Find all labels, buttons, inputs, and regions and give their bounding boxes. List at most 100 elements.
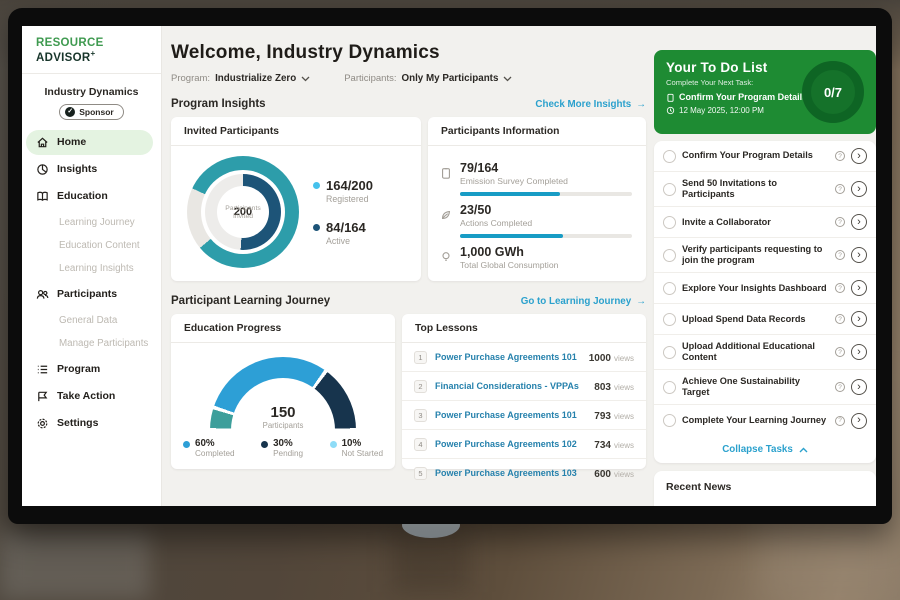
help-icon[interactable]: ? <box>835 314 845 325</box>
legend-pending: 30% Pending <box>261 438 303 458</box>
sidebar-item-manage-participants[interactable]: Manage Participants <box>59 337 149 349</box>
task-row[interactable]: Complete Your Learning Journey ? › <box>654 405 876 436</box>
sidebar-item-education-content[interactable]: Education Content <box>59 239 140 251</box>
help-icon[interactable]: ? <box>835 415 845 426</box>
help-icon[interactable]: ? <box>835 382 845 393</box>
chevron-right-icon[interactable]: › <box>851 311 867 328</box>
sidebar-item-education[interactable]: Education <box>22 184 153 209</box>
card-title: Invited Participants <box>171 117 421 146</box>
lesson-row: 5 Power Purchase Agreements 103 600 views <box>402 459 646 487</box>
program-value: Industrialize Zero <box>215 73 297 84</box>
lesson-link[interactable]: Power Purchase Agreements 103 <box>435 468 577 478</box>
sidebar-item-home[interactable]: Home <box>26 129 153 155</box>
task-row[interactable]: Invite a Collaborator ? › <box>654 207 876 239</box>
take-action-icon <box>38 391 48 401</box>
sidebar-item-participants[interactable]: Participants <box>22 282 153 307</box>
sidebar-item-learning-journey[interactable]: Learning Journey <box>59 216 135 228</box>
chevron-right-icon[interactable]: › <box>851 344 867 361</box>
help-icon[interactable]: ? <box>835 151 845 161</box>
invited-participants-card: Invited Participants 200 Participants In… <box>171 117 421 281</box>
gauge-center-value: 150 <box>270 404 296 421</box>
legend-label: Registered <box>326 194 369 204</box>
page-title: Welcome, Industry Dynamics <box>171 42 440 63</box>
chevron-right-icon[interactable]: › <box>851 148 867 164</box>
legend-active: 84/164 Active <box>313 220 373 246</box>
task-row[interactable]: Upload Additional Educational Content ? … <box>654 335 876 371</box>
task-row[interactable]: Confirm Your Program Details ? › <box>654 141 876 172</box>
task-checkbox[interactable] <box>663 414 676 428</box>
chevron-right-icon[interactable]: › <box>851 181 867 198</box>
link-label: Go to Learning Journey <box>520 295 632 307</box>
chevron-right-icon[interactable]: › <box>851 214 867 231</box>
sidebar-item-program[interactable]: Program <box>22 357 153 382</box>
card-title: Participants Information <box>428 117 646 146</box>
chevron-down-icon <box>503 76 512 81</box>
gear-icon <box>37 418 48 429</box>
task-checkbox[interactable] <box>663 312 676 326</box>
program-select[interactable]: Program: Industrialize Zero <box>171 73 310 84</box>
task-checkbox[interactable] <box>663 380 676 394</box>
clipboard-icon <box>442 168 450 179</box>
task-checkbox[interactable] <box>663 215 676 229</box>
donut-center-value: 200 <box>233 206 253 218</box>
brand-primary: RESOURCE <box>36 37 104 49</box>
sidebar-item-settings[interactable]: Settings <box>22 411 153 436</box>
card-title: Top Lessons <box>402 314 646 343</box>
task-checkbox[interactable] <box>663 281 676 295</box>
task-checkbox[interactable] <box>663 182 676 196</box>
chevron-right-icon[interactable]: › <box>851 247 867 264</box>
sidebar-item-learning-insights[interactable]: Learning Insights <box>59 262 134 274</box>
todo-subtitle: Complete Your Next Task: <box>666 78 754 87</box>
help-icon[interactable]: ? <box>835 217 845 228</box>
card-title: Education Progress <box>171 314 395 343</box>
collapse-tasks-link[interactable]: Collapse Tasks <box>654 436 876 463</box>
help-icon[interactable]: ? <box>835 347 845 358</box>
lesson-link[interactable]: Power Purchase Agreements 102 <box>435 439 577 449</box>
help-icon[interactable]: ? <box>835 283 845 294</box>
task-checkbox[interactable] <box>663 345 676 359</box>
sponsor-icon: ✓ <box>65 106 76 117</box>
lesson-link[interactable]: Power Purchase Agreements 101 <box>435 410 577 420</box>
sidebar-item-insights[interactable]: Insights <box>22 157 153 182</box>
education-progress-card: Education Progress 150 Participants 60% … <box>171 314 395 469</box>
brand-plus: + <box>90 49 96 58</box>
participants-information-card: Participants Information 79/164 Emission… <box>428 117 646 281</box>
lesson-link[interactable]: Power Purchase Agreements 101 <box>435 352 577 362</box>
chevron-right-icon[interactable]: › <box>851 379 867 396</box>
chevron-right-icon[interactable]: › <box>851 412 867 429</box>
participants-select[interactable]: Participants: Only My Participants <box>344 73 512 84</box>
metric-label: Actions Completed <box>460 218 533 228</box>
invited-donut-chart: 200 Participants Invited <box>187 156 299 268</box>
task-row[interactable]: Send 50 Invitations to Participants ? › <box>654 172 876 208</box>
legend-not-started: 10% Not Started <box>329 438 383 458</box>
task-checkbox[interactable] <box>663 149 676 163</box>
progress-fill <box>460 234 564 238</box>
legend-dot <box>329 441 337 448</box>
go-to-learning-journey-link[interactable]: Go to Learning Journey → <box>521 296 646 307</box>
legend-dot <box>261 441 269 448</box>
lesson-link[interactable]: Financial Considerations - VPPAs <box>435 381 579 391</box>
task-row[interactable]: Achieve One Sustainability Target ? › <box>654 370 876 406</box>
sidebar-item-take-action[interactable]: Take Action <box>22 384 153 409</box>
clock-icon <box>666 106 675 115</box>
task-row[interactable]: Upload Spend Data Records ? › <box>654 304 876 336</box>
todo-next-task[interactable]: Confirm Your Program Details <box>666 92 864 102</box>
dashboard-screen: RESOURCE ADVISOR+ Industry Dynamics ✓ Sp… <box>22 26 876 506</box>
program-insights-title: Program Insights <box>171 98 266 110</box>
arrow-right-icon: → <box>636 98 646 110</box>
help-icon[interactable]: ? <box>835 184 845 195</box>
metric-value: 79/164 <box>460 161 499 175</box>
todo-due: 12 May 2025, 12:00 PM <box>666 106 864 115</box>
brand-logo: RESOURCE ADVISOR+ <box>22 26 161 74</box>
lesson-rank: 1 <box>414 350 427 364</box>
sidebar-item-general-data[interactable]: General Data <box>59 314 118 326</box>
task-row[interactable]: Explore Your Insights Dashboard ? › <box>654 273 876 305</box>
chevron-right-icon[interactable]: › <box>851 280 867 297</box>
lesson-rank: 5 <box>414 466 427 480</box>
help-icon[interactable]: ? <box>835 250 845 261</box>
task-row[interactable]: Verify participants requesting to join t… <box>654 238 876 274</box>
task-checkbox[interactable] <box>663 248 676 262</box>
check-more-insights-link[interactable]: Check More Insights → <box>535 99 646 110</box>
gauge-center-label: Participants <box>262 421 304 430</box>
metric-value: 1,000 GWh <box>460 245 524 259</box>
